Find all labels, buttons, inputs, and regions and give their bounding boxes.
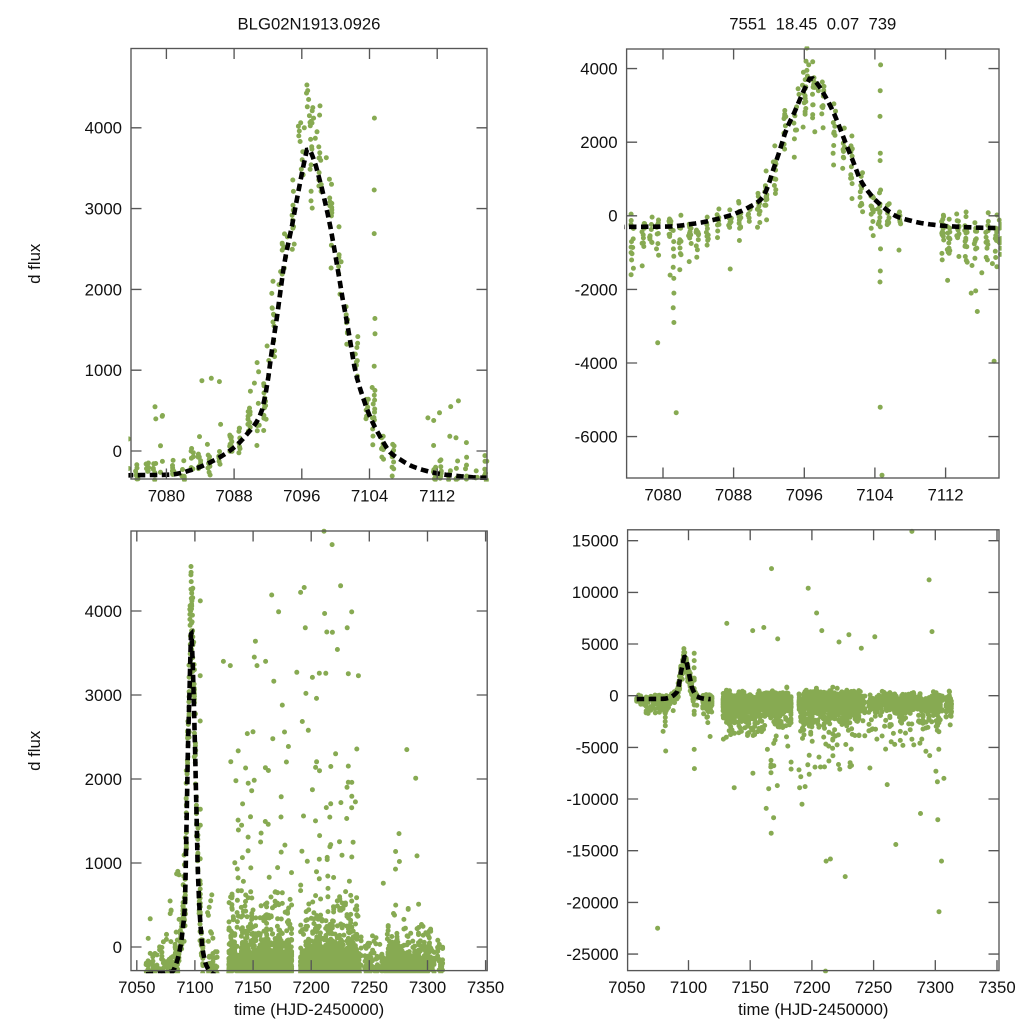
svg-text:7300: 7300 xyxy=(917,978,954,997)
svg-text:4000: 4000 xyxy=(85,119,122,138)
svg-text:7080: 7080 xyxy=(644,486,681,505)
svg-text:7200: 7200 xyxy=(293,978,330,997)
svg-text:d flux: d flux xyxy=(25,243,44,284)
svg-text:4000: 4000 xyxy=(85,602,122,621)
svg-text:7088: 7088 xyxy=(715,486,752,505)
svg-text:7350: 7350 xyxy=(978,978,1015,997)
svg-text:-15000: -15000 xyxy=(566,842,618,861)
svg-text:7104: 7104 xyxy=(351,487,388,506)
svg-text:15000: 15000 xyxy=(572,532,619,551)
svg-text:7250: 7250 xyxy=(351,978,388,997)
svg-text:1000: 1000 xyxy=(85,361,122,380)
svg-text:3000: 3000 xyxy=(85,200,122,219)
svg-text:2000: 2000 xyxy=(85,770,122,789)
svg-text:7100: 7100 xyxy=(176,978,213,997)
svg-text:0: 0 xyxy=(113,442,122,461)
svg-text:1000: 1000 xyxy=(85,854,122,873)
svg-text:-2000: -2000 xyxy=(575,280,618,299)
svg-text:time (HJD-2450000): time (HJD-2450000) xyxy=(234,1000,384,1019)
svg-text:-6000: -6000 xyxy=(575,428,618,447)
svg-text:-4000: -4000 xyxy=(575,354,618,373)
svg-text:7088: 7088 xyxy=(215,487,252,506)
svg-text:5000: 5000 xyxy=(581,635,618,654)
svg-text:7112: 7112 xyxy=(928,486,964,505)
svg-text:7200: 7200 xyxy=(793,978,830,997)
svg-text:-25000: -25000 xyxy=(566,945,618,964)
svg-text:0: 0 xyxy=(113,938,122,957)
svg-text:7551 18.45 0.07 739: 7551 18.45 0.07 739 xyxy=(729,15,896,34)
svg-text:3000: 3000 xyxy=(85,686,122,705)
svg-text:2000: 2000 xyxy=(580,133,617,152)
svg-text:-10000: -10000 xyxy=(566,790,618,809)
svg-text:time (HJD-2450000): time (HJD-2450000) xyxy=(738,1000,888,1019)
svg-text:7300: 7300 xyxy=(409,978,446,997)
svg-text:7150: 7150 xyxy=(234,978,271,997)
svg-text:7350: 7350 xyxy=(467,978,504,997)
svg-text:7080: 7080 xyxy=(148,487,185,506)
svg-text:7100: 7100 xyxy=(670,978,707,997)
svg-text:d flux: d flux xyxy=(25,730,44,771)
svg-text:7150: 7150 xyxy=(732,978,769,997)
svg-text:7250: 7250 xyxy=(855,978,892,997)
svg-text:7112: 7112 xyxy=(419,487,455,506)
svg-text:4000: 4000 xyxy=(580,60,617,79)
svg-text:7050: 7050 xyxy=(608,978,645,997)
svg-text:10000: 10000 xyxy=(572,583,619,602)
svg-text:2000: 2000 xyxy=(85,280,122,299)
svg-text:0: 0 xyxy=(609,687,618,706)
svg-text:0: 0 xyxy=(608,207,617,226)
svg-text:7104: 7104 xyxy=(856,486,893,505)
svg-text:7096: 7096 xyxy=(786,486,823,505)
svg-text:7050: 7050 xyxy=(118,978,155,997)
svg-text:-5000: -5000 xyxy=(576,738,619,757)
svg-text:7096: 7096 xyxy=(283,487,320,506)
svg-text:BLG02N1913.0926: BLG02N1913.0926 xyxy=(238,15,381,34)
svg-text:-20000: -20000 xyxy=(566,893,618,912)
